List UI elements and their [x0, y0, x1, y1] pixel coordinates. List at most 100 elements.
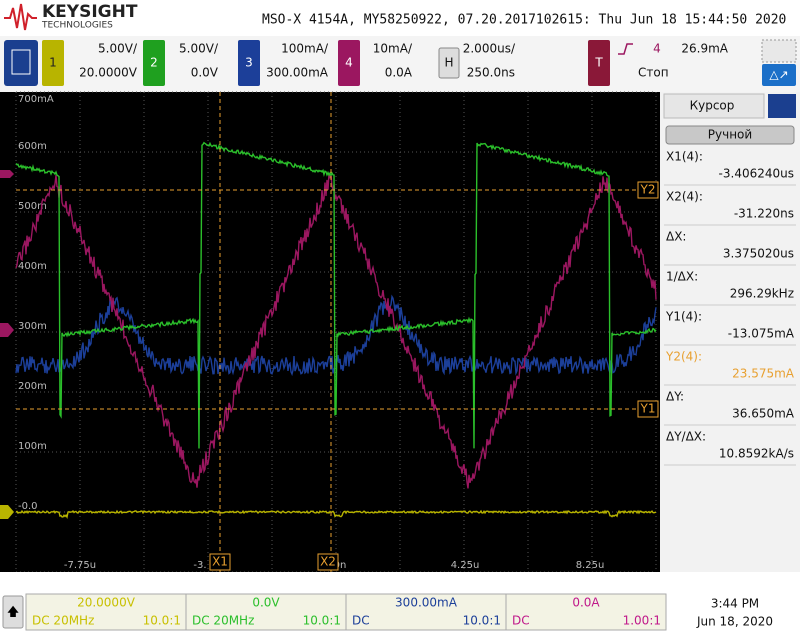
y-label: 500m [18, 201, 47, 212]
readout-label: ΔX: [666, 230, 686, 244]
y-label: 700mA [18, 94, 54, 105]
channel-number: 4 [345, 56, 353, 70]
horizontal-button[interactable] [438, 47, 460, 79]
channel-scale: 5.00V/ [98, 42, 138, 56]
cursor-tag [209, 553, 231, 571]
footer-offset: 300.00mA [395, 596, 458, 610]
trigger-edge-icon [618, 43, 633, 55]
readout-label: X2(4): [666, 190, 703, 204]
x-label: 0n [334, 560, 347, 571]
channel-button[interactable] [238, 40, 260, 86]
x-label: 4.25u [451, 560, 480, 571]
trigger-level-marker [0, 170, 14, 178]
x-label: -3. [193, 560, 206, 571]
y-label: 200m [18, 381, 47, 392]
footer-offset: 0.0V [252, 596, 280, 610]
panel-title: Курсор [690, 99, 735, 113]
y-label: 100m [18, 441, 47, 452]
readout-label: 1/ΔX: [666, 270, 698, 284]
channel-scale: 5.00V/ [179, 42, 219, 56]
footer-probe: 10.0:1 [303, 614, 341, 628]
channel-offset: 20.0000V [79, 66, 138, 80]
channel-scale: 10mA/ [373, 42, 413, 56]
brand: KEYSIGHT [42, 2, 138, 22]
panel-close[interactable] [768, 94, 796, 118]
footer-channel-box [25, 593, 187, 631]
y-label: 300m [18, 321, 47, 332]
clock-time: 3:44 PM [711, 597, 759, 611]
channel-button[interactable] [143, 40, 165, 86]
cursor-button[interactable] [762, 64, 796, 86]
expand-icon: 🡅 [7, 605, 19, 619]
channel-button[interactable] [42, 40, 64, 86]
readout-label: ΔY/ΔX: [666, 430, 706, 444]
footer-channel-box [185, 593, 347, 631]
footer-offset: 0.0A [572, 596, 600, 610]
y-label: 600m [18, 141, 47, 152]
logo-icon [4, 3, 37, 31]
footer-probe: 10.0:1 [463, 614, 501, 628]
cursor-icon: △↗ [769, 68, 788, 82]
brand-sub: TECHNOLOGIES [41, 21, 113, 31]
instrument-info: MSO-X 4154A, MY58250922, 07.20.201710261… [262, 13, 786, 28]
readout-value: -31.220ns [734, 207, 794, 221]
channel-number: 2 [150, 56, 158, 70]
cursor-tag-label: X1 [212, 555, 228, 569]
footer-coupling: DC [512, 614, 530, 628]
footer-offset: 20.0000V [77, 596, 136, 610]
menu-button[interactable] [4, 40, 38, 86]
x-label: 8.25u [576, 560, 605, 571]
waveform-trace [15, 173, 657, 489]
readout-label: ΔY: [666, 390, 684, 404]
cursor-tag [637, 400, 659, 418]
trigger-state: Стоп [638, 66, 669, 80]
trigger-label: T [594, 56, 603, 70]
menu-icon [11, 49, 31, 75]
horizontal-delay: 250.0ns [467, 66, 515, 80]
channel-offset: 0.0V [191, 66, 219, 80]
footer-channel-box [505, 593, 667, 631]
clock-date: Jun 18, 2020 [696, 615, 773, 629]
channel-offset: 300.00mA [266, 66, 329, 80]
footer-channel-box [345, 593, 507, 631]
mode-button[interactable] [665, 125, 795, 145]
channel-bar [0, 36, 800, 92]
channel-scale: 100mA/ [281, 42, 329, 56]
readout-label: X1(4): [666, 150, 703, 164]
waveform-trace [15, 509, 657, 519]
readout-value: -13.075mA [728, 327, 795, 341]
cursor-tag [317, 553, 339, 571]
cursor-tag [637, 181, 659, 199]
footer-coupling: DC [352, 614, 370, 628]
channel-number: 3 [245, 56, 253, 70]
trigger-source: 4 [653, 42, 661, 56]
readout-value: 3.375020us [723, 247, 794, 261]
readout-value: 10.8592kA/s [719, 447, 794, 461]
footer-coupling: DC 20MHz [192, 614, 254, 628]
expand-button[interactable] [2, 595, 24, 629]
x-label: -7.75u [64, 560, 96, 571]
mode-label: Ручной [708, 128, 752, 142]
horizontal-label: H [444, 56, 453, 70]
channel-number: 1 [49, 56, 57, 70]
readout-label: Y2(4): [665, 350, 702, 364]
trigger-level: 26.9mA [681, 42, 728, 56]
channel-button[interactable] [338, 40, 360, 86]
ground-marker [0, 505, 14, 519]
readout-label: Y1(4): [665, 310, 702, 324]
cursor-tag-label: Y1 [640, 402, 656, 416]
footer-coupling: DC 20MHz [32, 614, 94, 628]
y-label: -0.0 [18, 501, 38, 512]
readout-value: 36.650mA [732, 407, 795, 421]
footer-probe: 1.00:1 [623, 614, 661, 628]
zoom-button[interactable] [761, 39, 797, 63]
footer-probe: 10.0:1 [143, 614, 181, 628]
readout-value: 23.575mA [732, 367, 795, 381]
ground-marker [0, 323, 14, 337]
horizontal-scale: 2.000us/ [463, 42, 516, 56]
panel-tab [663, 93, 765, 119]
cursor-tag-label: X2 [320, 555, 336, 569]
y-label: 400m [18, 261, 47, 272]
trigger-button[interactable] [588, 40, 610, 86]
